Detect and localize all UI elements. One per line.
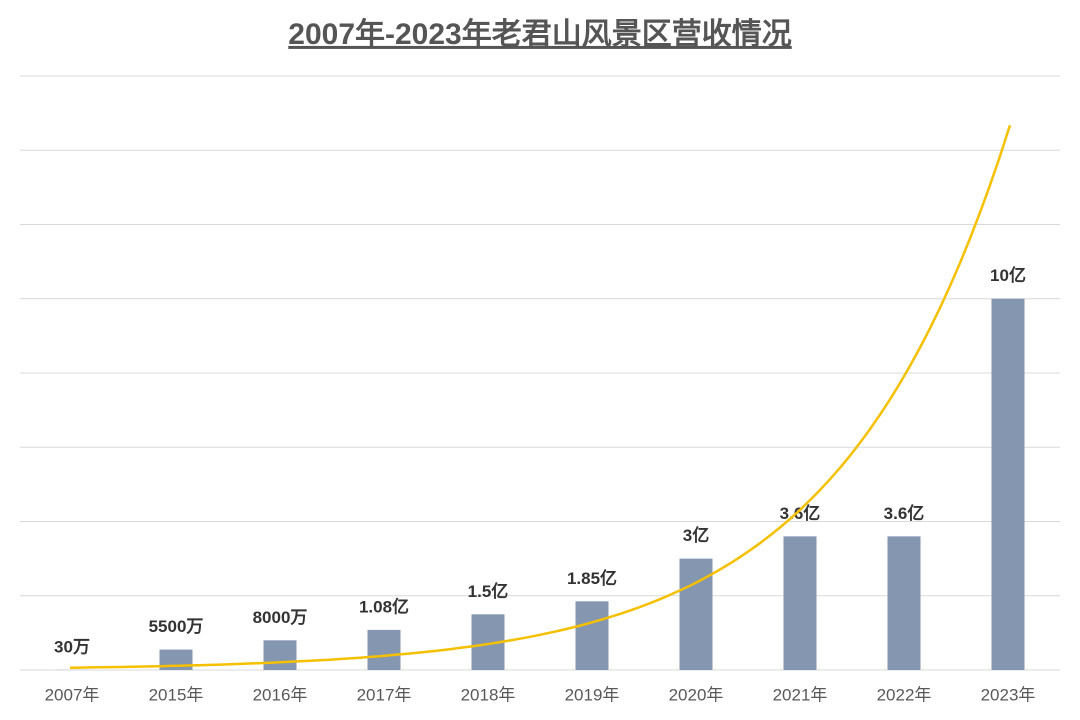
- x-tick-label: 2015年: [149, 685, 204, 704]
- x-tick-label: 2020年: [669, 685, 724, 704]
- bar: [367, 629, 401, 670]
- bar: [263, 640, 297, 670]
- x-tick-label: 2016年: [253, 685, 308, 704]
- value-label: 5500万: [149, 617, 204, 636]
- value-label: 3.6亿: [780, 503, 821, 523]
- chart-title: 2007年-2023年老君山风景区营收情况: [288, 18, 791, 51]
- x-tick-label: 2007年: [45, 685, 100, 704]
- value-label: 8000万: [253, 608, 308, 627]
- x-tick-label: 2023年: [981, 685, 1036, 704]
- value-label: 3亿: [683, 525, 709, 545]
- value-label: 3.6亿: [884, 503, 925, 523]
- x-tick-label: 2021年: [773, 685, 828, 704]
- value-label: 10亿: [990, 265, 1026, 285]
- x-tick-label: 2022年: [877, 685, 932, 704]
- bar: [783, 536, 817, 670]
- x-tick-label: 2019年: [565, 685, 620, 704]
- value-label: 30万: [54, 637, 90, 656]
- bar: [991, 298, 1025, 670]
- value-label: 1.08亿: [359, 596, 409, 616]
- bar: [887, 536, 921, 670]
- bar: [575, 601, 609, 670]
- x-tick-label: 2018年: [461, 685, 516, 704]
- trend-line: [69, 124, 1012, 669]
- value-label: 1.85亿: [567, 568, 617, 588]
- x-tick-label: 2017年: [357, 685, 412, 704]
- value-label: 1.5亿: [468, 581, 509, 601]
